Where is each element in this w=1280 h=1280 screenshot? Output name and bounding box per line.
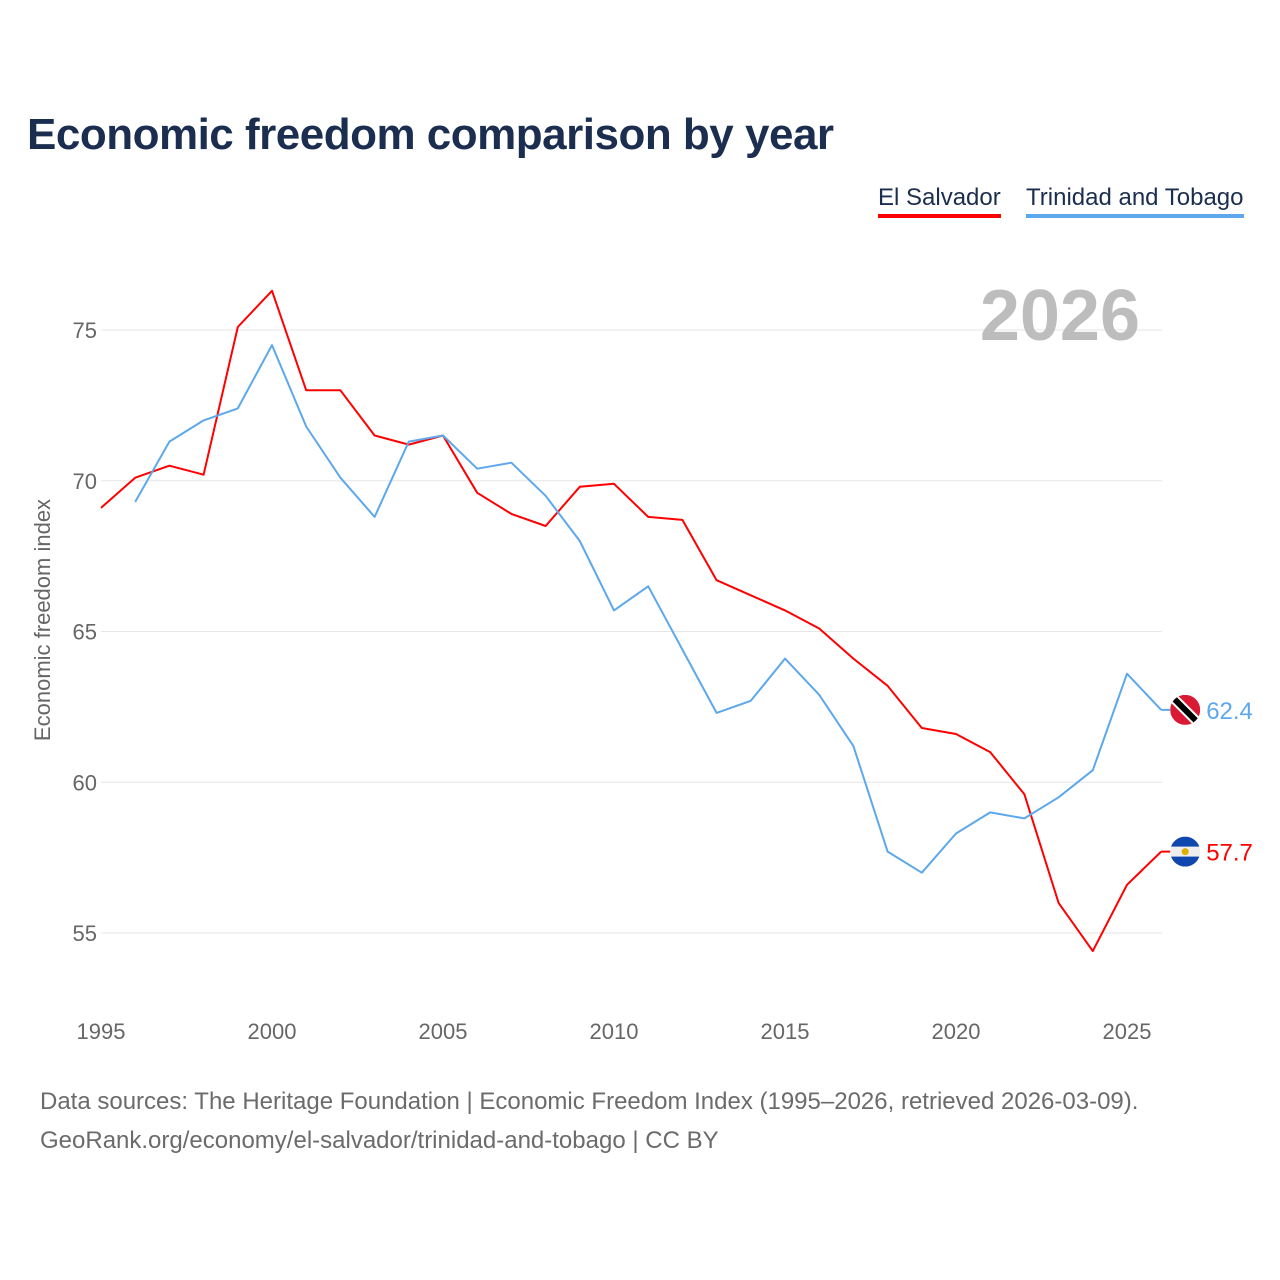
flag-band	[1170, 836, 1201, 847]
y-tick-label: 55	[73, 921, 97, 946]
trinidad-and-tobago-flag-icon	[1170, 694, 1201, 725]
legend-trinidad-and-tobago[interactable]: Trinidad and Tobago	[1026, 184, 1244, 218]
legend-el-salvador[interactable]: El Salvador	[878, 184, 1001, 218]
end-value-label: 57.7	[1206, 840, 1253, 867]
series-line-trinidad-and-tobago	[134, 344, 1162, 874]
series-line-el-salvador	[100, 289, 1162, 953]
year-watermark: 2026	[980, 276, 1140, 356]
x-tick-label: 2005	[419, 1019, 468, 1044]
x-tick-label: 2010	[590, 1019, 639, 1044]
source-link[interactable]: GeoRank.org/economy/el-salvador/trinidad…	[40, 1127, 719, 1154]
end-value-label: 62.4	[1206, 698, 1253, 725]
y-tick-label: 60	[73, 770, 97, 795]
x-tick-label: 2000	[248, 1019, 297, 1044]
flag-band	[1170, 856, 1201, 867]
x-tick-label: 2015	[761, 1019, 810, 1044]
chart-title: Economic freedom comparison by year	[27, 110, 834, 159]
flag-emblem	[1181, 848, 1189, 856]
x-tick-label: 2025	[1103, 1019, 1152, 1044]
y-tick-label: 75	[73, 318, 97, 343]
data-sources: Data sources: The Heritage Foundation | …	[40, 1088, 1139, 1115]
x-tick-label: 2020	[932, 1019, 981, 1044]
y-tick-label: 65	[73, 620, 97, 645]
flag	[1170, 836, 1201, 867]
el-salvador-flag-icon	[1170, 836, 1201, 867]
x-tick-label: 1995	[77, 1019, 126, 1044]
flag	[1170, 694, 1201, 725]
y-axis-label: Economic freedom index	[30, 499, 55, 741]
y-tick-label: 70	[73, 469, 97, 494]
flag-stripe	[1170, 694, 1201, 725]
